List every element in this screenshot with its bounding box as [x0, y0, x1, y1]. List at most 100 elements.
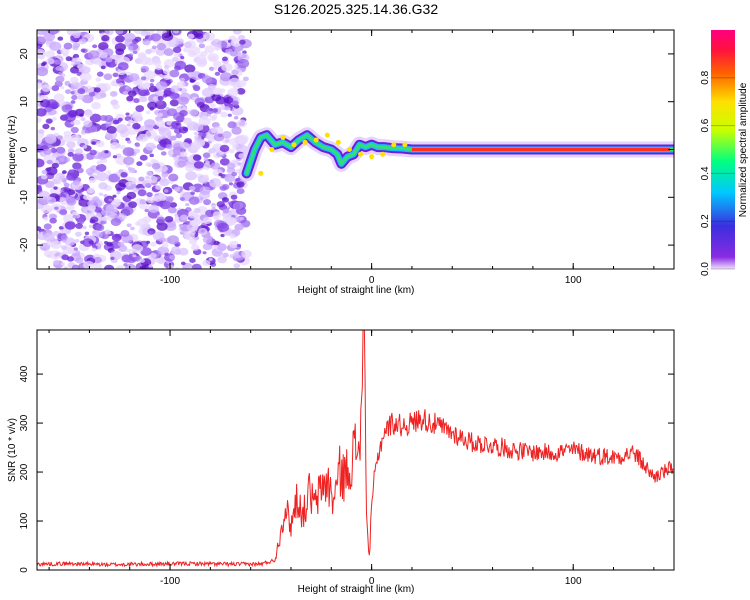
noise-blob: [190, 244, 200, 251]
noise-blob: [124, 263, 137, 269]
noise-blob: [203, 31, 215, 41]
noise-blob: [146, 196, 155, 204]
noise-blob: [183, 47, 191, 53]
noise-blob: [242, 76, 249, 82]
noise-blob: [112, 103, 120, 110]
trace-hotspot: [313, 137, 319, 143]
noise-blob: [37, 36, 46, 45]
noise-blob: [140, 247, 152, 256]
noise-blob: [112, 72, 119, 78]
noise-blob: [152, 145, 157, 149]
noise-blob: [227, 121, 237, 129]
noise-blob: [110, 81, 117, 87]
noise-blob: [84, 110, 94, 118]
noise-blob: [66, 172, 78, 181]
noise-blob: [209, 103, 216, 108]
noise-blob: [231, 100, 239, 107]
noise-blob: [220, 111, 228, 118]
noise-blob: [88, 91, 96, 97]
noise-blob: [208, 257, 213, 261]
noise-blob: [162, 93, 168, 98]
noise-blob: [139, 154, 148, 161]
trace-hotspot: [346, 147, 352, 152]
noise-blob: [128, 53, 134, 58]
noise-blob: [145, 110, 151, 115]
noise-blob: [190, 219, 200, 227]
noise-blob: [87, 204, 97, 212]
noise-blob: [54, 59, 62, 65]
noise-blob: [163, 201, 172, 208]
noise-blob: [146, 240, 151, 244]
noise-blob: [182, 106, 188, 111]
noise-blob: [37, 81, 43, 89]
noise-blob: [108, 198, 113, 202]
noise-blob: [145, 162, 151, 167]
noise-blob: [99, 52, 108, 59]
noise-blob: [84, 231, 90, 236]
noise-blob: [126, 95, 134, 102]
noise-blob: [106, 170, 112, 174]
noise-blob: [59, 229, 66, 234]
snr-xtick-label: 100: [565, 576, 582, 587]
noise-blob: [211, 114, 218, 119]
noise-blob: [163, 68, 171, 75]
noise-blob: [236, 181, 245, 188]
noise-blob: [103, 240, 109, 245]
noise-blob: [159, 237, 166, 243]
noise-blob: [55, 75, 65, 83]
spectrogram-ytick-label: -20: [19, 237, 30, 252]
noise-blob: [78, 38, 87, 45]
spectrogram-ytick-label: 20: [19, 48, 30, 60]
noise-blob: [153, 194, 163, 202]
snr-ticks: -100 0 100 0 100 200 300 400: [19, 330, 674, 587]
noise-blob: [103, 194, 108, 198]
noise-blob: [199, 186, 211, 195]
noise-blob: [37, 51, 46, 60]
noise-blob: [174, 213, 179, 217]
noise-blob: [58, 175, 65, 181]
noise-blob: [112, 119, 120, 125]
noise-blob: [222, 252, 229, 258]
noise-blob: [211, 206, 216, 211]
noise-blob: [212, 60, 222, 68]
noise-blob: [228, 137, 240, 146]
noise-blob: [154, 257, 161, 263]
noise-blob: [88, 224, 94, 229]
noise-blob: [115, 35, 125, 43]
noise-blob: [97, 42, 109, 51]
noise-blob: [216, 201, 225, 208]
noise-blob: [229, 240, 239, 249]
noise-blob: [116, 191, 121, 195]
noise-blob: [188, 185, 196, 191]
noise-blob: [106, 125, 117, 134]
noise-blob: [148, 230, 154, 235]
noise-blob: [167, 235, 180, 245]
spectrogram-trace: [238, 127, 674, 182]
noise-blob: [43, 148, 52, 155]
noise-blob: [63, 181, 68, 185]
spectrogram-xtick-label: 100: [565, 275, 582, 286]
noise-blob: [40, 174, 48, 180]
noise-blob: [75, 231, 82, 237]
noise-blob: [242, 50, 247, 55]
noise-blob: [222, 208, 230, 214]
noise-blob: [134, 143, 141, 148]
noise-blob: [136, 218, 149, 228]
noise-blob: [128, 90, 137, 97]
noise-blob: [96, 212, 101, 216]
noise-blob: [221, 62, 233, 72]
noise-blob: [145, 142, 156, 151]
noise-blob: [171, 250, 177, 255]
noise-blob: [96, 163, 107, 172]
noise-blob: [202, 236, 213, 244]
noise-blob: [57, 36, 64, 41]
noise-blob: [152, 58, 162, 66]
noise-blob: [176, 81, 186, 89]
noise-blob: [116, 77, 125, 85]
noise-blob: [211, 93, 222, 102]
noise-blob: [140, 30, 149, 37]
noise-blob: [73, 32, 81, 39]
noise-blob: [170, 85, 181, 93]
noise-blob: [206, 113, 212, 117]
